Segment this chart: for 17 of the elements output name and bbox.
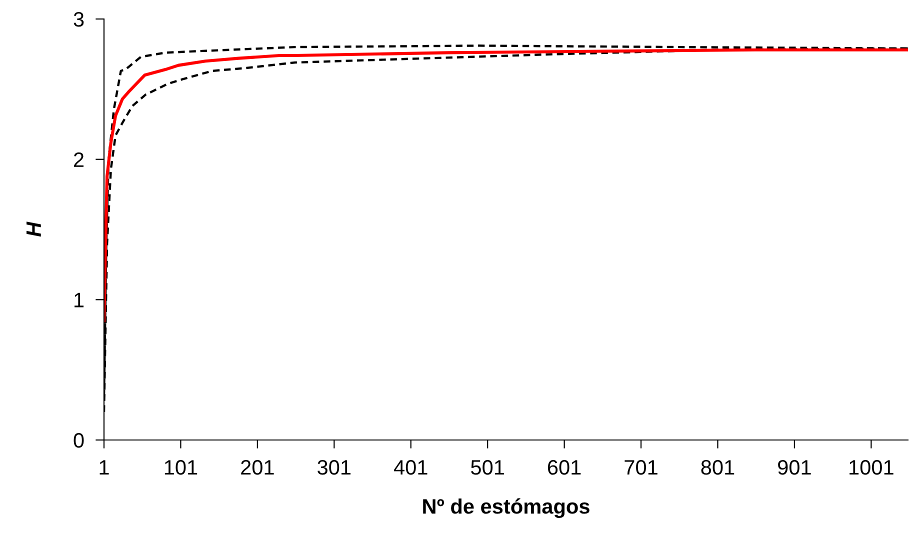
y-axis-title: H (26, 222, 41, 237)
x-tick-label: 501 (471, 460, 504, 475)
x-tick-label: 101 (164, 460, 198, 475)
x-tick-label: 301 (318, 460, 351, 475)
y-tick-label: 3 (74, 12, 84, 27)
x-tick-label: 1 (100, 460, 109, 475)
y-tick-label: 1 (74, 292, 84, 308)
x-tick-label: 1001 (850, 460, 894, 475)
x-tick-label: 801 (701, 460, 734, 475)
x-axis-title: Nº de estómagos (423, 498, 590, 518)
x-tick-label: 701 (624, 460, 658, 475)
x-tick-label: 601 (548, 460, 581, 475)
x-tick-label: 201 (241, 460, 274, 475)
x-tick-label: 901 (778, 460, 811, 475)
x-tick-label: 401 (394, 460, 428, 475)
y-tick-label: 2 (74, 152, 84, 167)
y-tick-label: 0 (74, 433, 84, 448)
